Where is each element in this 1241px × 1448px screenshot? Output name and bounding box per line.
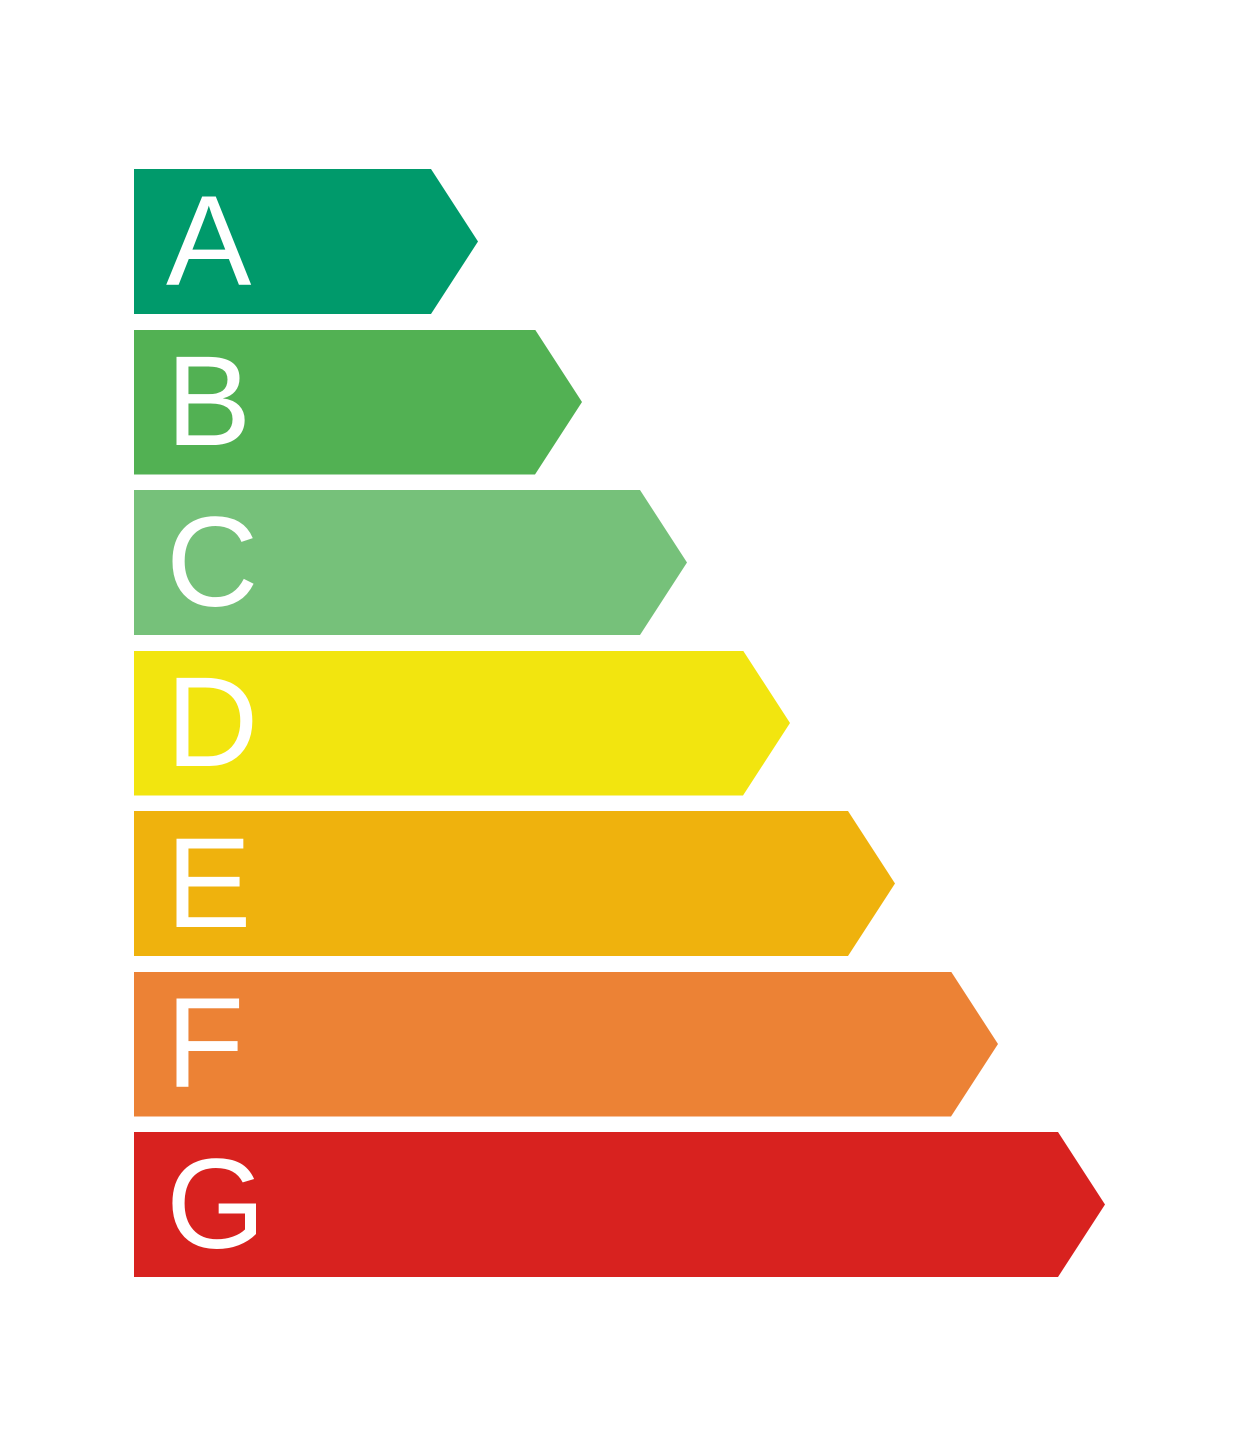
rating-band-c: C [134,490,687,635]
rating-letter-e: E [166,811,252,955]
rating-letter-d: D [166,651,259,794]
rating-letter-b: B [166,330,252,473]
rating-band-a: A [134,169,478,314]
rating-band-b: B [134,330,582,475]
rating-letter-f: F [166,972,245,1115]
rating-band-g: G [134,1132,1105,1277]
rating-letter-a: A [166,169,252,313]
rating-band-d: D [134,651,790,796]
energy-rating-chart: A B C D E F G [134,169,1105,1277]
rating-letter-g: G [166,1132,266,1276]
rating-band-e: E [134,811,895,956]
rating-letter-c: C [166,490,259,634]
rating-band-f: F [134,972,998,1117]
